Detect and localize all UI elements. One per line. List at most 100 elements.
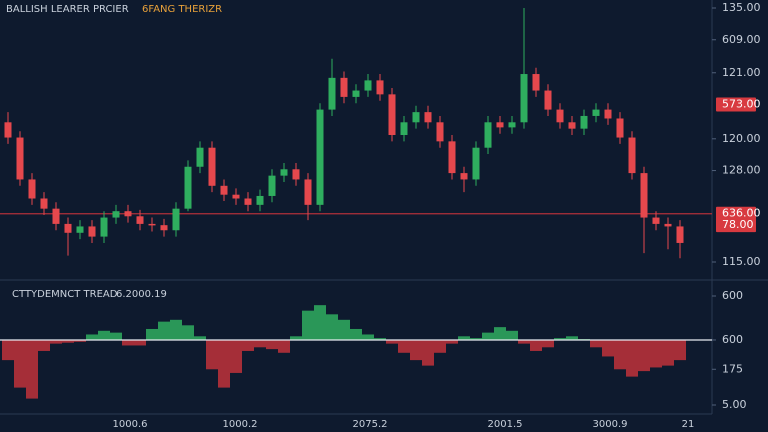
candle-body [412,112,420,123]
oscillator-bar [566,336,578,340]
candle-body [160,225,168,231]
candle-body [124,211,132,217]
candle-body [184,166,192,209]
oscillator-bar [182,325,194,340]
oscillator-bar [158,321,170,340]
oscillator-bar [26,339,38,399]
oscillator-bar [410,339,422,361]
candle-body [52,208,60,224]
oscillator-bar [506,330,518,340]
oscillator-bar [242,339,254,351]
oscillator-bar [50,339,62,344]
oscillator-bar [542,339,554,348]
oscillator-bar [650,339,662,368]
candle-body [556,109,564,123]
oscillator-bar [470,338,482,340]
oscillator-bar [422,339,434,366]
price-badge [716,206,756,221]
candle-body [100,217,108,237]
y-tick-label: 600 [722,289,743,302]
oscillator-bar [170,319,182,340]
y-tick-label: 120.00 [722,132,761,145]
oscillator-bar [446,339,458,344]
candle-body [568,122,576,129]
candle-body [628,137,636,174]
candle-body [244,198,252,205]
oscillator-bar [494,327,506,340]
price-badge-label: 636.00 [722,207,761,220]
price-badge [716,218,756,233]
oscillator-bar [110,332,122,340]
y-tick-label: 175 [722,362,743,375]
candle-body [388,94,396,135]
x-axis-label: 2075.2 [353,419,388,430]
candle-body [508,122,516,128]
candle-body [472,147,480,180]
candle-body [592,109,600,116]
price-badge-label: 573.00 [722,98,761,111]
candle-body [76,226,84,233]
y-tick-label: 135.00 [722,1,761,14]
candle-body [316,109,324,205]
oscillator-bar [2,339,14,361]
oscillator-bar [266,339,278,350]
oscillator-bar [218,339,230,388]
oscillator-bar [518,339,530,344]
x-axis-label: 1000.6 [113,419,148,430]
x-axis-label: 3000.9 [593,419,628,430]
candle-body [304,179,312,205]
candle-body [652,217,660,224]
oscillator-bar [662,339,674,366]
candle-body [604,109,612,119]
oscillator-bar [458,336,470,340]
oscillator-bar [626,339,638,377]
oscillator-bar [134,339,146,346]
candle-body [280,169,288,176]
oscillator-bar [122,339,134,346]
candle-body [448,141,456,174]
candle-body [208,147,216,186]
oscillator-bar [554,338,566,340]
candle-body [292,169,300,180]
price-badge [716,97,756,112]
oscillator-bar [398,339,410,353]
y-tick-label: 128.00 [722,164,761,177]
candle-body [484,122,492,148]
oscillator-bar [314,305,326,340]
candle-body [136,216,144,224]
oscillator-bar [350,328,362,340]
y-tick-label: 115.00 [722,255,761,268]
oscillator-bar [254,339,266,348]
indicator-title: CTTYDEMNCT TREAD [12,289,118,300]
candle-body [268,175,276,196]
oscillator-bar [290,336,302,340]
candle-body [328,77,336,110]
candle-body [364,80,372,91]
candle-body [376,80,384,95]
indicator-value: 6.2000.19 [116,289,167,300]
y-tick-label: 121.00 [722,66,761,79]
candle-body [256,195,264,205]
candle-body [4,122,12,138]
y-tick-label: 609.00 [722,33,761,46]
candle-body [148,223,156,226]
oscillator-bar [638,339,650,372]
y-tick-label: 600 [722,333,743,346]
candle-body [640,173,648,218]
candle-body [676,226,684,243]
chart-title: BALLISH LEARER PRCIER [6,4,129,15]
candle-body [352,90,360,97]
oscillator-bar [386,339,398,344]
oscillator-bar [302,310,314,340]
oscillator-bar [38,339,50,351]
oscillator-bar [62,339,74,343]
candle-body [544,90,552,110]
oscillator-bar [614,339,626,370]
oscillator-bar [374,338,386,340]
candle-body [532,74,540,91]
oscillator-bar [74,339,86,342]
oscillator-bar [98,330,110,340]
y-tick-label: 5.00 [722,398,747,411]
